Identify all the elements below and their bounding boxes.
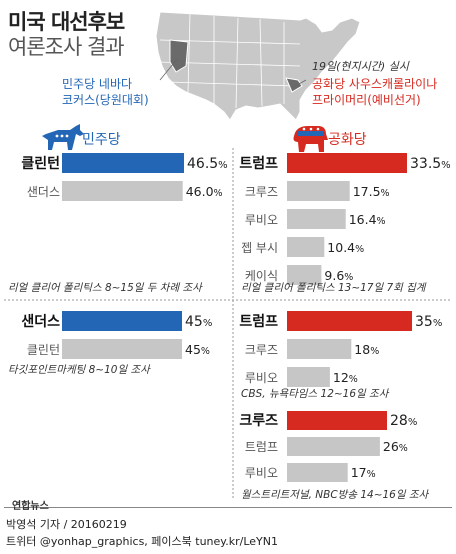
bar — [62, 311, 182, 331]
title-line-2: 여론조사 결과 — [8, 35, 125, 59]
value-label: 46.0% — [186, 184, 223, 199]
bar — [62, 181, 183, 201]
bar — [287, 181, 350, 201]
title-line-1: 미국 대선후보 — [8, 10, 125, 34]
party-icons — [42, 124, 328, 152]
source-note: 월스트리트저널, NBC방송 14~16일 조사 — [241, 489, 430, 501]
category-label: 트럼프 — [239, 314, 278, 330]
category-label: 루비오 — [245, 371, 278, 385]
bar — [62, 339, 182, 359]
value-label: 17.5% — [353, 184, 390, 199]
unit-label: % — [433, 318, 443, 329]
value-label: 10.4% — [327, 240, 364, 255]
category-label: 크루즈 — [239, 413, 278, 429]
category-label: 루비오 — [245, 213, 278, 227]
unit-label: % — [399, 443, 408, 454]
bar — [287, 311, 412, 331]
category-label: 트럼프 — [245, 440, 278, 454]
footer-divider — [4, 507, 452, 508]
us-map — [155, 11, 361, 121]
unit-label: % — [367, 469, 376, 480]
source-note: CBS, 뉴욕타임스 12~16일 조사 — [241, 388, 390, 400]
category-label: 트럼프 — [239, 156, 278, 172]
us-map-land — [155, 11, 361, 121]
state-borders — [157, 13, 301, 109]
value-label: 45% — [185, 314, 212, 330]
category-label: 클린턴 — [27, 343, 60, 357]
republican-label: 공화당 — [328, 132, 367, 148]
value-label: 33.5% — [410, 156, 451, 172]
value-label: 26% — [383, 439, 408, 454]
unit-label: % — [355, 244, 364, 255]
nevada-leader-line — [159, 57, 179, 81]
value-label: 17% — [351, 465, 376, 480]
unit-label: % — [408, 417, 418, 428]
footer — [0, 506, 456, 554]
nevada-state — [169, 39, 189, 73]
sc-label-1: 공화당 사우스캐롤라이나 — [312, 77, 438, 91]
category-label: 클린턴 — [21, 155, 60, 172]
unit-label: % — [377, 216, 386, 227]
unit-label: % — [441, 160, 451, 171]
elephant-icon — [293, 126, 328, 152]
nevada-label-1: 민주당 네바다 — [62, 77, 133, 91]
bar — [287, 411, 387, 430]
source-note: 리얼 클리어 폴리틱스 8~15일 두 차례 조사 — [8, 282, 203, 294]
democrat-label: 민주당 — [82, 132, 121, 148]
category-label: 샌더스 — [27, 185, 60, 199]
unit-label: % — [370, 346, 379, 357]
social-credit: 트위터 @yonhap_graphics, 페이스북 tuney.kr/LeYN… — [6, 535, 278, 548]
value-label: 28% — [390, 413, 417, 429]
category-label: 크루즈 — [245, 343, 278, 357]
value-label: 45% — [185, 342, 210, 357]
source-note: 타깃포인트마케팅 8~10일 조사 — [8, 364, 151, 376]
donkey-icon — [42, 124, 84, 150]
unit-label: % — [203, 318, 213, 329]
bar — [287, 237, 325, 257]
category-label: 루비오 — [245, 466, 278, 480]
yonhap-logo: 연합뉴스 — [12, 501, 49, 512]
reporter-credit: 박영석 기자 / 20160219 — [6, 518, 127, 531]
unit-label: % — [349, 374, 358, 385]
category-label: 케이식 — [245, 269, 278, 283]
bar — [287, 437, 380, 456]
sc-leader-line — [291, 79, 307, 89]
sc-label-2: 프라이머리(예비선거) — [312, 93, 421, 107]
bar — [62, 153, 184, 173]
category-label: 크루즈 — [245, 185, 278, 199]
value-label: 9.6% — [324, 268, 353, 283]
category-label: 샌더스 — [21, 313, 60, 330]
unit-label: % — [344, 272, 353, 283]
unit-label: % — [201, 346, 210, 357]
unit-label: % — [381, 188, 390, 199]
bar — [287, 209, 346, 229]
category-label: 젭 부시 — [241, 241, 278, 255]
bar — [287, 367, 330, 387]
bar — [287, 463, 348, 482]
bar — [287, 153, 407, 173]
nevada-label-2: 코커스(당원대회) — [62, 93, 149, 107]
south-carolina-state — [285, 77, 303, 93]
bar — [287, 339, 352, 359]
unit-label: % — [218, 160, 228, 171]
unit-label: % — [214, 188, 223, 199]
value-label: 12% — [333, 370, 358, 385]
value-label: 46.5% — [187, 156, 228, 172]
poll-date: 19일(현지시간) 실시 — [312, 60, 409, 73]
bar — [287, 265, 322, 285]
value-label: 18% — [354, 342, 379, 357]
source-note: 리얼 클리어 폴리틱스 13~17일 7회 집계 — [241, 282, 427, 294]
value-label: 16.4% — [349, 212, 386, 227]
value-label: 35% — [415, 314, 442, 330]
